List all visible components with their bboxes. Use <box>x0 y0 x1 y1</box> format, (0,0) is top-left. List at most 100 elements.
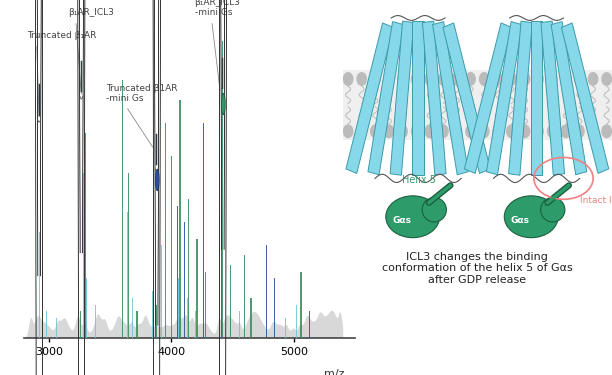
Polygon shape <box>551 22 587 175</box>
Bar <box>250 298 252 338</box>
Circle shape <box>452 72 462 86</box>
Bar <box>266 245 267 338</box>
Polygon shape <box>156 134 157 165</box>
Bar <box>244 255 245 338</box>
Polygon shape <box>346 23 394 173</box>
Bar <box>221 172 222 338</box>
Circle shape <box>424 124 435 138</box>
Circle shape <box>561 72 571 86</box>
Circle shape <box>479 72 490 86</box>
Polygon shape <box>40 0 41 276</box>
Polygon shape <box>465 23 512 173</box>
Polygon shape <box>433 22 468 175</box>
Circle shape <box>356 72 367 86</box>
Text: Intact ICL 3: Intact ICL 3 <box>580 196 612 205</box>
Circle shape <box>384 124 394 138</box>
Bar <box>132 298 133 338</box>
Circle shape <box>547 72 558 86</box>
Bar <box>56 318 57 338</box>
Circle shape <box>506 124 517 138</box>
Circle shape <box>397 124 408 138</box>
Circle shape <box>506 72 517 86</box>
Circle shape <box>356 124 367 138</box>
Bar <box>274 278 275 338</box>
Bar <box>212 265 214 338</box>
Circle shape <box>588 124 599 138</box>
Polygon shape <box>42 0 43 375</box>
Circle shape <box>561 124 571 138</box>
Bar <box>230 265 231 338</box>
Circle shape <box>574 72 585 86</box>
Text: Truncated β1AR
-mini Gs: Truncated β1AR -mini Gs <box>106 84 178 103</box>
Circle shape <box>370 124 381 138</box>
Polygon shape <box>81 61 82 93</box>
Polygon shape <box>422 21 446 175</box>
Bar <box>187 298 188 338</box>
Bar <box>156 304 157 338</box>
Polygon shape <box>390 21 414 175</box>
Circle shape <box>438 72 449 86</box>
Bar <box>195 311 196 338</box>
Polygon shape <box>158 0 159 326</box>
Text: Helix 5: Helix 5 <box>402 176 436 185</box>
Polygon shape <box>561 23 609 173</box>
Bar <box>155 318 156 338</box>
Bar <box>165 123 166 338</box>
Ellipse shape <box>540 198 565 222</box>
Text: β₁AR_ICL3
-mini Gs: β₁AR_ICL3 -mini Gs <box>195 0 241 17</box>
Polygon shape <box>37 0 38 276</box>
Bar <box>203 123 204 338</box>
Bar <box>343 70 612 140</box>
Bar <box>46 311 47 338</box>
Circle shape <box>601 124 612 138</box>
Bar <box>239 311 241 338</box>
Bar <box>127 212 128 338</box>
Bar <box>205 272 206 338</box>
Circle shape <box>465 124 476 138</box>
Bar <box>39 232 40 338</box>
Text: m/z: m/z <box>324 369 345 375</box>
Polygon shape <box>221 0 222 250</box>
Bar <box>285 318 286 338</box>
Bar <box>85 133 86 338</box>
Bar <box>309 311 310 338</box>
Text: Gαs: Gαs <box>511 216 530 225</box>
Circle shape <box>493 124 503 138</box>
Bar <box>178 278 179 338</box>
Bar <box>222 40 223 338</box>
Circle shape <box>533 124 544 138</box>
Circle shape <box>520 124 531 138</box>
Circle shape <box>397 72 408 86</box>
Text: Truncated β₁AR: Truncated β₁AR <box>27 32 96 40</box>
Bar <box>128 172 129 338</box>
Bar <box>95 304 96 338</box>
Bar <box>184 222 185 338</box>
Ellipse shape <box>155 169 159 190</box>
Circle shape <box>411 124 422 138</box>
Circle shape <box>343 72 354 86</box>
Bar <box>171 156 172 338</box>
Polygon shape <box>224 0 225 250</box>
Circle shape <box>384 72 394 86</box>
Bar <box>163 311 165 338</box>
Bar <box>80 311 81 338</box>
Bar <box>86 278 88 338</box>
Text: Gαs: Gαs <box>392 216 411 225</box>
Polygon shape <box>222 58 223 89</box>
Polygon shape <box>509 21 532 175</box>
Circle shape <box>411 72 422 86</box>
Polygon shape <box>412 21 424 175</box>
Text: ICL3 changes the binding
conformation of the helix 5 of Gαs
after GDP release: ICL3 changes the binding conformation of… <box>382 252 573 285</box>
Bar <box>177 206 178 338</box>
Circle shape <box>574 124 585 138</box>
Bar <box>188 199 189 338</box>
Polygon shape <box>368 22 404 175</box>
Bar <box>296 304 297 338</box>
Bar <box>193 156 195 338</box>
Polygon shape <box>153 0 154 375</box>
Bar <box>83 172 84 338</box>
Circle shape <box>465 72 476 86</box>
Circle shape <box>424 72 435 86</box>
Ellipse shape <box>222 93 225 115</box>
Polygon shape <box>541 21 565 175</box>
